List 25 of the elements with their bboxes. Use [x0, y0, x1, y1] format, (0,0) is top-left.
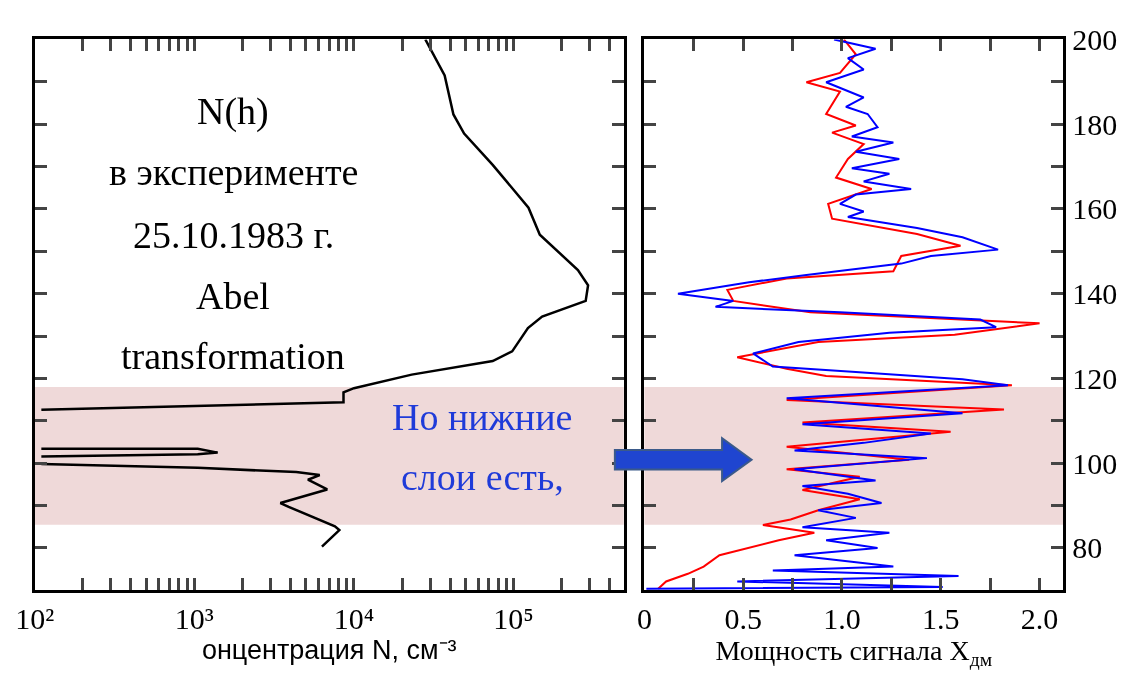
x-axis-title: Мощность сигнала X$_{дм}$ [715, 635, 993, 671]
y-tick-label: 100 [1072, 446, 1118, 480]
y-tick-label: 140 [1072, 277, 1118, 311]
x-tick-label: 0.5 [724, 602, 762, 636]
x-tick-label: 10² [15, 602, 55, 636]
y-tick-label: 200 [1072, 22, 1118, 56]
x-tick-label: 2.0 [1020, 602, 1059, 636]
annotation: слои есть, [401, 456, 564, 498]
x-tick-label: 1.0 [823, 602, 861, 636]
y-tick-label: 120 [1072, 361, 1118, 395]
y-tick-label: 180 [1072, 107, 1118, 141]
x-tick-label: 10³ [174, 602, 214, 636]
annotation: Abel [196, 275, 270, 317]
x-tick-label: 1.5 [922, 602, 960, 636]
y-tick-label: 160 [1072, 192, 1118, 226]
annotation: transformation [121, 335, 345, 377]
annotation: 25.10.1983 г. [133, 214, 335, 256]
y-tick-label: 80 [1072, 531, 1103, 565]
x-tick-label: 10⁴ [333, 602, 375, 636]
x-tick-label: 0 [636, 602, 652, 636]
x-tick-label: 10⁵ [493, 602, 534, 636]
annotation: N(h) [197, 90, 269, 133]
x-axis-title: онцентрация N, см⁻³ [201, 635, 457, 666]
annotation: Но нижние [392, 396, 573, 438]
annotation: в эксперименте [109, 151, 359, 193]
